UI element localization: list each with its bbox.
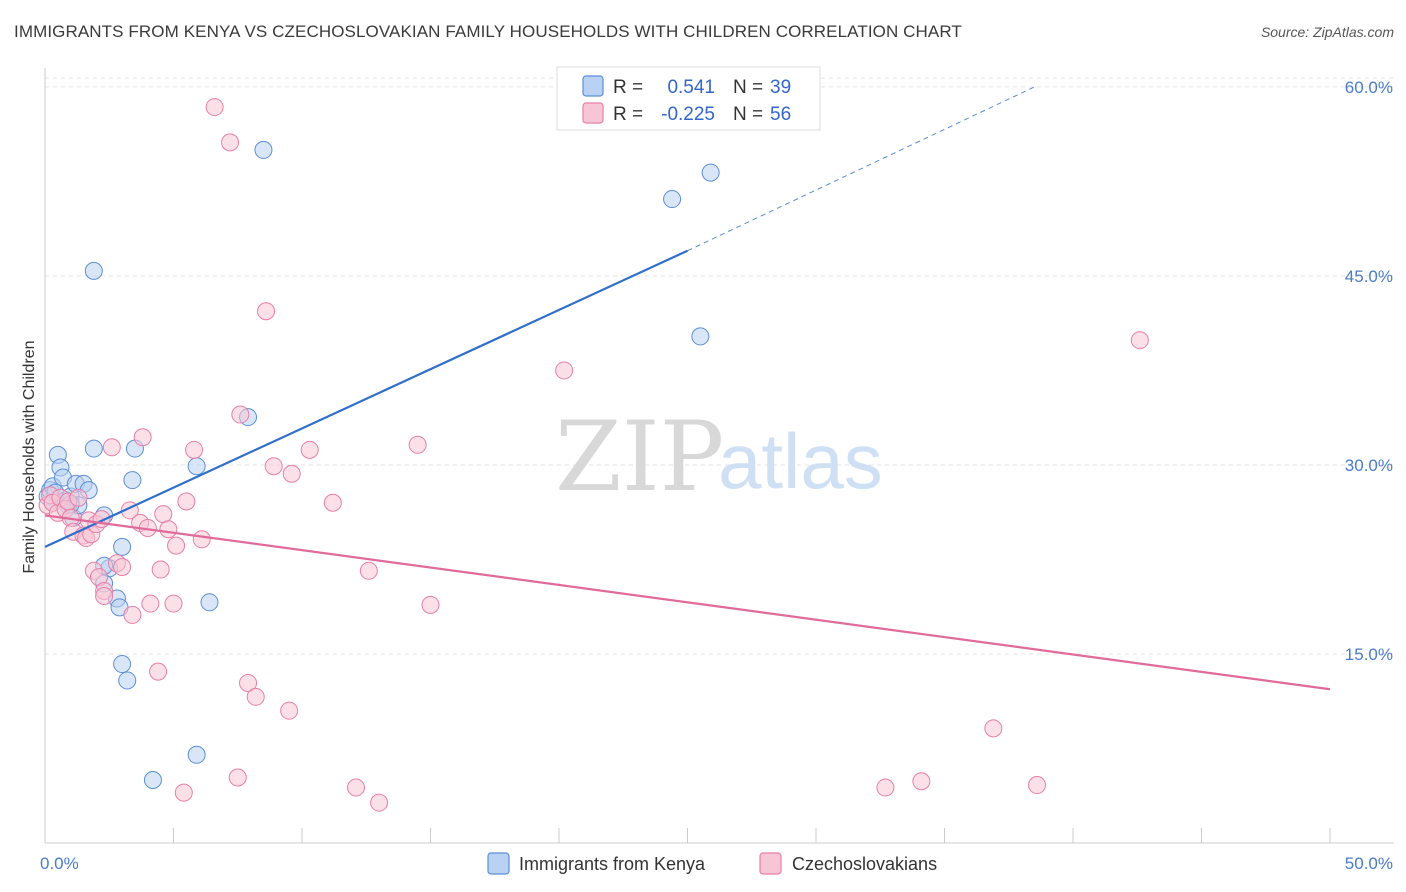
legend-n-label-czech: N = [733, 104, 763, 125]
czech-point [876, 778, 895, 797]
czech-point [912, 772, 931, 791]
czech-point [192, 530, 211, 549]
czech-point [300, 440, 319, 459]
kenya-point [187, 745, 206, 764]
kenya-point [84, 439, 103, 458]
chart-title: IMMIGRANTS FROM KENYA VS CZECHOSLOVAKIAN… [14, 22, 962, 41]
y-axis-tick-labels: 15.0% 30.0% 45.0% 60.0% [1345, 78, 1393, 664]
czech-point [228, 768, 247, 787]
czech-point [151, 560, 170, 579]
czech-point [167, 536, 186, 555]
czech-point [555, 361, 574, 380]
czech-point [102, 438, 121, 457]
y-axis-label: Family Households with Children [21, 341, 38, 574]
kenya-point [113, 655, 132, 674]
legend-n-value-czech: 56 [770, 104, 791, 125]
x-tick-label-min: 0.0% [40, 854, 79, 873]
legend-swatch-kenya [582, 75, 604, 97]
bottom-legend-swatch-czech [759, 852, 782, 875]
legend-r-label-kenya: R = [613, 77, 643, 98]
x-tick-label-max: 50.0% [1345, 854, 1393, 873]
trend-lines [44, 86, 1331, 691]
watermark-atlas: atlas [718, 417, 883, 505]
kenya-point [123, 471, 142, 490]
source-credit: Source: ZipAtlas.com [1260, 24, 1394, 40]
czech-point [1130, 331, 1149, 350]
czech-point [113, 558, 132, 577]
czech-point [221, 133, 240, 152]
czech-point [133, 428, 152, 447]
kenya-point [200, 593, 219, 612]
y-tick-label: 15.0% [1345, 645, 1393, 664]
czech-point [69, 488, 88, 507]
series-legend: Immigrants from Kenya Czechoslovakians [487, 852, 937, 875]
czech-point [984, 719, 1003, 738]
kenya-trend-line [44, 249, 688, 548]
bottom-legend-label-kenya: Immigrants from Kenya [519, 854, 706, 874]
legend-r-label-czech: R = [613, 104, 643, 125]
correlation-legend: R = 0.541 N = 39 R = -0.225 N = 56 [556, 66, 821, 131]
czech-point [174, 783, 193, 802]
czech-point [257, 302, 276, 321]
kenya-point [84, 261, 103, 280]
czech-point [185, 440, 204, 459]
legend-n-label-kenya: N = [733, 77, 763, 98]
czech-point [95, 587, 114, 606]
czech-point [408, 435, 427, 454]
czech-point [141, 594, 160, 613]
bottom-legend-label-czech: Czechoslovakians [792, 854, 937, 874]
y-tick-label: 30.0% [1345, 456, 1393, 475]
czech-point [239, 673, 258, 692]
czech-point [246, 687, 265, 706]
y-tick-label: 45.0% [1345, 267, 1393, 286]
kenya-point [187, 457, 206, 476]
x-axis-ticks [44, 828, 1331, 843]
legend-r-value-kenya: 0.541 [667, 77, 715, 98]
czech-point [280, 701, 299, 720]
czech-point [205, 98, 224, 117]
legend-r-value-czech: -0.225 [661, 104, 715, 125]
kenya-point [663, 190, 682, 209]
czech-point [359, 561, 378, 580]
czech-point [282, 464, 301, 483]
czech-point [264, 457, 283, 476]
legend-n-value-kenya: 39 [770, 77, 791, 98]
legend-swatch-czech [582, 102, 604, 124]
grid [45, 77, 1394, 655]
kenya-trend-extension [687, 86, 1035, 252]
kenya-point [143, 770, 162, 789]
czech-trend-line [44, 514, 1331, 691]
czech-point [1028, 776, 1047, 795]
czech-point [123, 605, 142, 624]
bottom-legend-swatch-kenya [487, 852, 510, 875]
czech-point [149, 662, 168, 681]
kenya-point [691, 327, 710, 346]
czech-point [159, 520, 178, 539]
y-tick-label: 60.0% [1345, 78, 1393, 97]
czech-point [177, 492, 196, 511]
series-czech-points [38, 98, 1149, 812]
czech-point [421, 595, 440, 614]
czech-point [323, 493, 342, 512]
czech-point [346, 778, 365, 797]
czech-point [154, 505, 173, 524]
kenya-point [701, 163, 720, 182]
czech-point [164, 594, 183, 613]
watermark: ZIP atlas [555, 401, 883, 513]
czech-point [231, 405, 250, 424]
kenya-point [113, 537, 132, 556]
watermark-zip: ZIP [555, 401, 724, 513]
kenya-point [254, 140, 273, 159]
czech-point [370, 793, 389, 812]
kenya-point [118, 671, 137, 690]
